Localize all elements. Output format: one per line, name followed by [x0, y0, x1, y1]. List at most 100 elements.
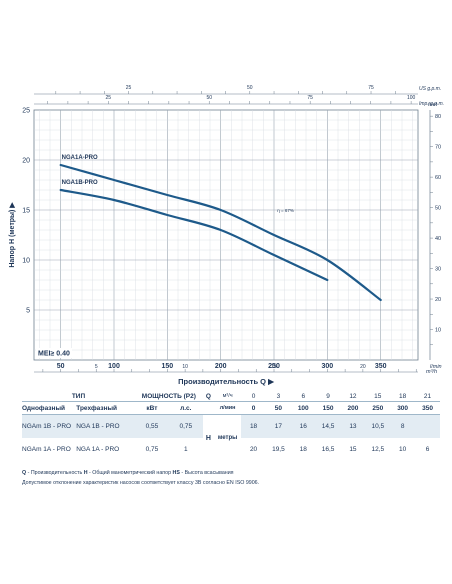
head-value: 13	[340, 414, 366, 438]
head-value: 16,5	[321, 446, 335, 453]
power-hp: 0,75	[168, 414, 203, 438]
hp-header: л.с.	[168, 401, 203, 415]
x-tick-label: 350	[375, 363, 387, 370]
x-tick-label: 50	[57, 363, 65, 370]
imp-gpm-tick-label: 75	[368, 85, 374, 91]
single-phase-header: Однофазный	[22, 401, 77, 415]
lmin-value: 350	[415, 401, 440, 415]
table-notes: Q - Производительность H - Общий маномет…	[22, 468, 442, 488]
y-tick-label: 25	[22, 108, 30, 115]
m3h-value: 3	[276, 392, 281, 400]
head-value: 8	[390, 414, 416, 438]
unit-m3h: м³/ч	[222, 393, 233, 399]
head-value: 14,5	[315, 414, 341, 438]
lmin-value: 300	[390, 401, 416, 415]
legend-note: Q - Производительность H - Общий маномет…	[22, 470, 234, 476]
head-value: 12,5	[371, 446, 385, 453]
us-gpm-unit-label: US g.p.m.	[419, 86, 441, 92]
head-value: 6	[425, 446, 430, 453]
series-label: NGA1B-PRO	[62, 180, 98, 186]
imp-gpm-unit-label: Imp. g.p.m.	[419, 101, 444, 107]
single-phase-model: NGAm 1A - PRO	[22, 446, 71, 453]
lmin-value: 200	[340, 401, 366, 415]
m3h-value: 12	[349, 392, 357, 400]
us-gpm-tick-label: 75	[307, 95, 313, 101]
head-value: 19,5	[272, 446, 285, 453]
head-value: 17	[265, 414, 291, 438]
lmin-value: 0	[241, 401, 266, 415]
three-phase-model: NGA 1A - PRO	[76, 446, 120, 453]
x-tick-label: 200	[215, 363, 227, 370]
feet-tick-label: 60	[435, 175, 441, 181]
three-phase-model: NGA 1B - PRO	[76, 414, 135, 438]
m3h-unit-label: m³/h	[426, 369, 437, 375]
tolerance-note: Допустимое отклонение характеристик насо…	[22, 480, 260, 486]
table-row: NGAm 1B - PRO NGA 1B - PRO 0,55 0,75 H м…	[22, 414, 440, 461]
feet-tick-label: 80	[435, 114, 441, 120]
x-tick-label: 300	[321, 363, 333, 370]
imp-gpm-tick-label: 25	[126, 85, 132, 91]
head-value: 10,5	[365, 414, 391, 438]
lmin-value: 250	[365, 401, 391, 415]
m3h-tick-label: 5	[95, 364, 98, 370]
y-tick-label: 20	[22, 158, 30, 165]
kw-header: кВт	[134, 401, 169, 415]
table-row: NGAm 1A - PRO NGA 1A - PRO 0,75 1 20 19,…	[22, 438, 440, 461]
series-label: NGA1A-PRO	[62, 155, 98, 161]
power-hp: 1	[183, 446, 188, 453]
y-tick-label: 15	[22, 208, 30, 215]
power-header: МОЩНОСТЬ (P2)	[141, 392, 196, 400]
us-gpm-tick-label: 100	[407, 95, 416, 101]
three-phase-header: Трехфазный	[76, 401, 135, 415]
y-tick-label: 10	[22, 258, 30, 265]
m3h-value: 18	[399, 392, 407, 400]
head-value: 15	[349, 446, 357, 453]
q-symbol: Q	[205, 392, 211, 400]
m3h-value: 15	[374, 392, 382, 400]
y-tick-label: 5	[26, 308, 30, 315]
x-tick-label: 100	[108, 363, 120, 370]
table-header-row-1: ТИП МОЩНОСТЬ (P2) Q м³/ч 0 3 6 9 12 15 1…	[22, 391, 440, 402]
head-value: 18	[299, 446, 307, 453]
feet-tick-label: 50	[435, 206, 441, 212]
type-header: ТИП	[71, 392, 86, 400]
head-value	[415, 414, 440, 438]
x-axis-title: Производительность Q ▶	[178, 377, 275, 386]
head-value: 18	[241, 414, 266, 438]
us-gpm-tick-label: 25	[105, 95, 111, 101]
table-header-row-2: Однофазный Трехфазный кВт л.с. л/мин 0 5…	[22, 401, 440, 415]
single-phase-model: NGAm 1B - PRO	[22, 414, 77, 438]
us-gpm-tick-label: 50	[206, 95, 212, 101]
head-value: 20	[249, 446, 258, 453]
efficiency-label: η = 67%	[277, 208, 294, 213]
mei-annotation: MEI≥ 0.40	[38, 351, 70, 358]
lmin-value: 100	[290, 401, 316, 415]
series-line	[59, 188, 329, 282]
power-kw: 0,75	[145, 446, 159, 453]
m3h-value: 21	[423, 392, 432, 400]
head-value: 16	[290, 414, 316, 438]
h-symbol: H	[202, 414, 215, 461]
m3h-value: 0	[251, 392, 256, 400]
head-value: 10	[399, 446, 407, 453]
feet-tick-label: 70	[435, 145, 441, 151]
m3h-tick-label: 20	[360, 364, 366, 370]
feet-tick-label: 40	[435, 236, 441, 242]
m3h-value: 6	[301, 392, 306, 400]
feet-unit-label: feet	[428, 102, 438, 108]
lmin-value: 150	[315, 401, 341, 415]
feet-tick-label: 10	[435, 328, 441, 334]
lmin-value: 50	[265, 401, 291, 415]
x-unit-label: l/min	[430, 364, 442, 370]
performance-chart: 5 10 15 20 25 10 20 30 40 50 60 70 80 feet 25 50 75 100 25…	[9, 85, 444, 386]
m3h-tick-label: 15	[271, 364, 277, 370]
plot-area	[33, 109, 419, 361]
y-axis-title: Напор H (метры) ▶	[9, 202, 16, 268]
x-tick-label: 250	[268, 363, 280, 370]
series-line	[59, 163, 382, 302]
unit-lmin: л/мин	[214, 401, 242, 415]
h-unit: метры	[214, 414, 242, 461]
feet-tick-label: 30	[435, 267, 441, 273]
feet-tick-label: 20	[435, 297, 441, 303]
performance-table: ТИП МОЩНОСТЬ (P2) Q м³/ч 0 3 6 9 12 15 1…	[22, 391, 440, 461]
